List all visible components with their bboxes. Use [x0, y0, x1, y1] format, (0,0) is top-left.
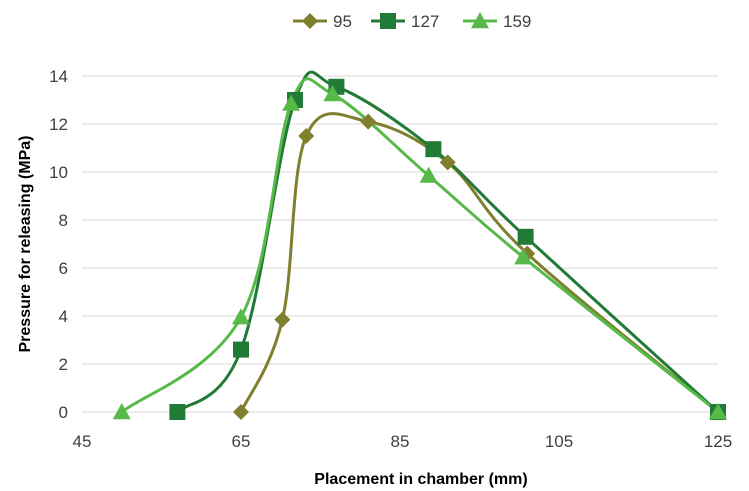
- data-point-159: [709, 403, 727, 420]
- x-tick-label: 45: [73, 432, 92, 451]
- series-line-95: [239, 112, 719, 414]
- y-tick-label: 2: [59, 355, 68, 374]
- legend-item-127: 127: [371, 12, 439, 31]
- series-line-159: [120, 77, 719, 414]
- legend-label: 159: [503, 12, 531, 31]
- y-tick-label: 0: [59, 403, 68, 422]
- data-point-159: [282, 94, 301, 111]
- data-point-127: [425, 141, 442, 158]
- legend-marker: [380, 13, 396, 29]
- data-point-159: [514, 248, 533, 265]
- legend-label: 95: [333, 12, 352, 31]
- data-point-95: [360, 113, 377, 130]
- data-point-95: [298, 128, 315, 144]
- y-tick-label: 8: [59, 211, 68, 230]
- legend-item-95: 95: [293, 12, 352, 31]
- series-lines: [120, 70, 720, 414]
- data-point-127: [517, 228, 534, 245]
- x-tick-label: 65: [232, 432, 251, 451]
- legend: 95 127 159: [293, 12, 531, 31]
- y-tick-label: 6: [59, 259, 68, 278]
- legend-item-159: 159: [463, 12, 531, 31]
- gridlines: [82, 75, 718, 413]
- legend-marker: [471, 12, 489, 29]
- x-axis-title: Placement in chamber (mm): [314, 471, 527, 488]
- legend-label: 127: [411, 12, 439, 31]
- x-tick-labels: 45 65 85 105 125: [73, 432, 733, 451]
- legend-marker: [302, 13, 318, 29]
- y-tick-label: 12: [49, 115, 68, 134]
- y-tick-label: 14: [49, 67, 68, 86]
- y-tick-label: 10: [49, 163, 68, 182]
- data-point-95: [274, 311, 291, 328]
- data-point-127: [169, 404, 186, 420]
- data-point-95: [439, 154, 456, 171]
- y-tick-labels: 0 2 4 6 8 10 12 14: [49, 67, 68, 422]
- data-point-159: [112, 403, 131, 420]
- data-point-159: [232, 308, 250, 325]
- x-tick-label: 85: [391, 432, 410, 451]
- series-line-127: [176, 70, 720, 414]
- x-tick-label: 125: [704, 432, 732, 451]
- data-point-159: [419, 166, 438, 183]
- y-tick-label: 4: [59, 307, 68, 326]
- data-point-95: [233, 404, 249, 420]
- series-markers: [112, 78, 727, 420]
- data-point-127: [233, 341, 249, 358]
- x-tick-label: 105: [545, 432, 573, 451]
- data-point-159: [323, 85, 342, 102]
- y-axis-title: Pressure for releasing (MPa): [17, 136, 34, 353]
